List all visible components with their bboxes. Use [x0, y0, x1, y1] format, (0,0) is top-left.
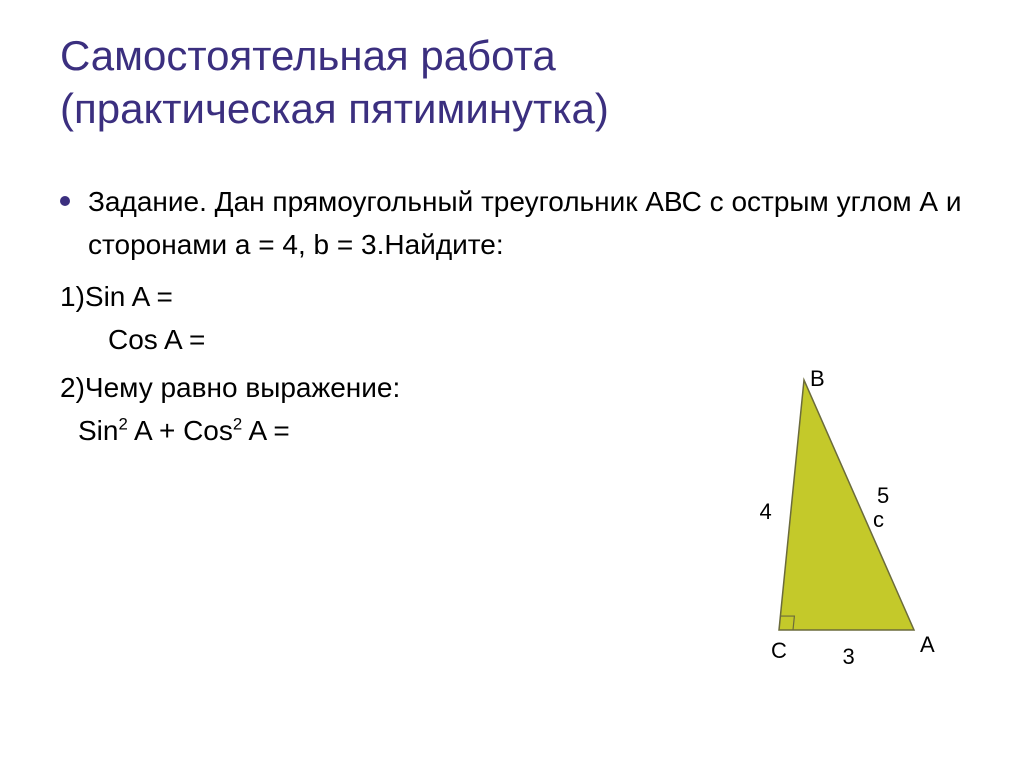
q2-end: A =	[242, 415, 290, 446]
q2-mid: A + Cos	[128, 415, 233, 446]
triangle-diagram: B C A 4 3 5 c	[724, 370, 944, 700]
q2-sup2: 2	[233, 415, 242, 434]
question-1: 1)Sin A =	[60, 275, 964, 318]
q2-sin: Sin	[78, 415, 118, 446]
q1-cos: Cos A =	[108, 324, 205, 355]
side-a-label: 4	[760, 499, 772, 525]
hypotenuse-c-label: c	[873, 507, 884, 533]
triangle-shape	[779, 380, 914, 630]
triangle-svg	[724, 370, 944, 700]
vertex-b-label: B	[810, 366, 825, 392]
title-line-1: Самостоятельная работа	[60, 32, 556, 79]
hypotenuse-5-label: 5	[877, 483, 889, 509]
task-text: Задание. Дан прямоугольный треугольник А…	[88, 180, 964, 267]
title-line-2: (практическая пятиминутка)	[60, 85, 609, 132]
side-b-label: 3	[843, 644, 855, 670]
vertex-a-label: A	[920, 632, 935, 658]
q2-prefix: 2)	[60, 372, 85, 403]
q1-sin: Sin A =	[85, 281, 173, 312]
vertex-c-label: C	[771, 638, 787, 664]
q2-text: Чему равно выражение:	[85, 372, 400, 403]
q2-sup1: 2	[118, 415, 127, 434]
q1-prefix: 1)	[60, 281, 85, 312]
bullet-icon	[60, 196, 70, 206]
q1-cos-line: Cos A =	[108, 318, 964, 361]
slide-title: Самостоятельная работа (практическая пят…	[60, 30, 964, 135]
task-bullet-row: Задание. Дан прямоугольный треугольник А…	[60, 180, 964, 267]
